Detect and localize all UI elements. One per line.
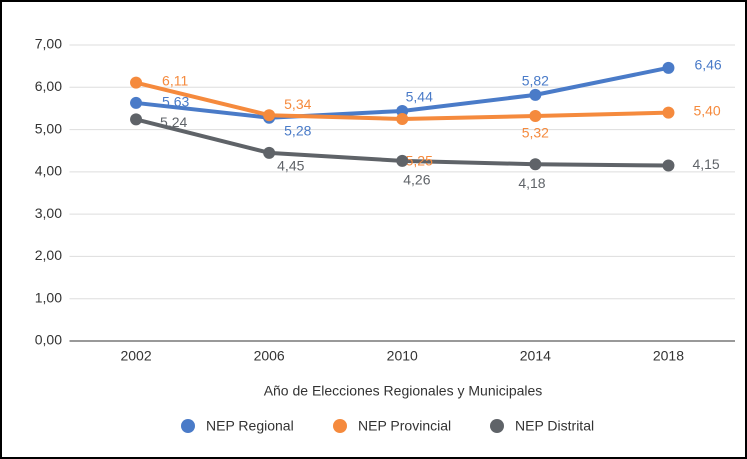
x-axis-title: Año de Elecciones Regionales y Municipal…	[264, 383, 543, 399]
data-label: 6,11	[162, 72, 188, 88]
data-label: 5,24	[160, 114, 187, 130]
data-point	[662, 159, 675, 172]
data-label: 5,63	[162, 94, 189, 110]
y-tick-label: 5,00	[35, 120, 62, 136]
legend-swatch	[490, 419, 504, 433]
legend-label: NEP Distrital	[515, 418, 594, 434]
y-tick-label: 3,00	[35, 205, 62, 221]
data-label: 5,28	[284, 122, 311, 138]
legend-label: NEP Provincial	[358, 418, 451, 434]
legend-swatch	[181, 419, 195, 433]
y-tick-label: 6,00	[35, 78, 62, 94]
x-tick-label: 2010	[387, 348, 418, 364]
y-tick-label: 4,00	[35, 163, 62, 179]
data-point	[396, 154, 409, 167]
data-label: 5,25	[406, 153, 433, 169]
data-label: 5,34	[284, 96, 311, 112]
data-point	[130, 96, 143, 109]
y-tick-label: 1,00	[35, 289, 62, 305]
data-label: 4,26	[403, 172, 430, 188]
y-tick-label: 2,00	[35, 247, 62, 263]
data-point	[662, 106, 675, 119]
x-tick-label: 2002	[120, 348, 151, 364]
data-label: 4,15	[692, 156, 719, 172]
data-label: 6,46	[694, 57, 721, 73]
data-point	[529, 88, 542, 101]
data-label: 5,82	[522, 73, 549, 89]
data-point	[529, 110, 542, 123]
data-label: 5,40	[693, 102, 720, 118]
x-tick-label: 2014	[520, 348, 551, 364]
data-label: 4,18	[518, 175, 545, 191]
data-label: 5,32	[522, 125, 549, 141]
data-point	[130, 76, 143, 89]
data-point	[130, 113, 143, 126]
legend-swatch	[333, 419, 347, 433]
x-tick-label: 2006	[254, 348, 285, 364]
data-point	[263, 146, 276, 159]
y-tick-label: 0,00	[35, 332, 62, 348]
data-point	[396, 113, 409, 125]
data-point	[662, 61, 675, 74]
data-point	[529, 158, 542, 171]
data-label: 4,45	[277, 158, 304, 174]
data-point	[263, 109, 276, 122]
x-tick-label: 2018	[653, 348, 684, 364]
y-tick-label: 7,00	[35, 36, 62, 52]
legend-label: NEP Regional	[206, 418, 294, 434]
data-label: 5,44	[406, 89, 433, 105]
